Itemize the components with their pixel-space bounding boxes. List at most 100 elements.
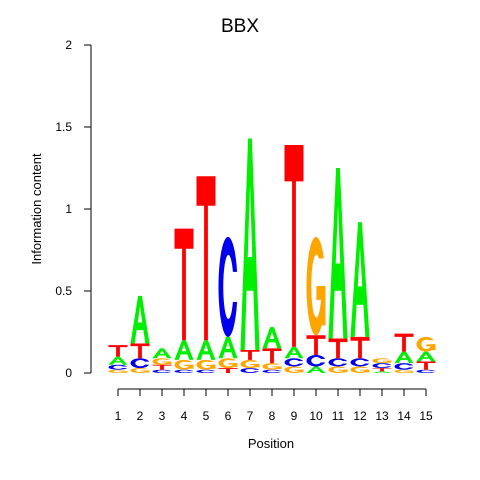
x-tick-label: 9 [291, 409, 298, 423]
letter-C [108, 364, 129, 370]
y-tick-label: 1.5 [55, 120, 72, 134]
letter-C [240, 368, 261, 373]
letter-A [262, 327, 282, 349]
letter-T [350, 336, 370, 359]
letter-C [350, 358, 371, 367]
letter-T [152, 364, 172, 370]
y-tick-label: 2 [65, 38, 72, 52]
letter-G [218, 358, 239, 369]
letter-C [196, 369, 217, 373]
logo-column [350, 222, 371, 373]
letter-A [416, 351, 436, 362]
letter-A [108, 356, 128, 365]
letter-T [130, 343, 150, 359]
letter-A [328, 168, 348, 339]
letter-C [130, 358, 151, 369]
x-tick-label: 10 [309, 409, 323, 423]
letter-A [394, 351, 414, 364]
x-tick-label: 2 [137, 409, 144, 423]
letter-G [394, 369, 415, 373]
letter-T [108, 345, 128, 357]
x-tick-label: 14 [397, 409, 411, 423]
letter-T [262, 348, 282, 364]
letter-T [372, 368, 392, 372]
logo-column [218, 236, 239, 373]
logo-column [174, 228, 195, 373]
letter-A [130, 295, 150, 344]
logo-column [240, 138, 261, 373]
letter-C [416, 369, 437, 373]
letter-T [394, 333, 414, 352]
letter-C [372, 363, 393, 369]
letter-T [196, 176, 216, 341]
letter-T [306, 335, 326, 355]
letter-A [240, 138, 260, 351]
letter-C [218, 236, 239, 337]
letter-G [240, 359, 261, 369]
x-axis-label: Position [248, 436, 294, 451]
letter-G [152, 358, 173, 365]
letter-G [284, 366, 305, 373]
logo-column [328, 168, 349, 373]
x-axis: 1 2 3 4 5 6 7 8 9 10 11 12 13 14 15 [115, 388, 433, 423]
letter-T [284, 145, 304, 347]
x-tick-label: 11 [332, 409, 345, 423]
letter-A [306, 366, 326, 373]
logo-column [130, 295, 151, 373]
letter-T [328, 338, 348, 359]
letter-C [328, 358, 349, 367]
y-tick-label: 1 [65, 202, 72, 216]
letter-C [174, 369, 195, 373]
logo-column [108, 345, 129, 373]
logo-column [372, 358, 393, 373]
logo-column [284, 145, 305, 373]
logo-column [262, 327, 283, 373]
letter-A [284, 346, 304, 359]
letter-C [262, 369, 283, 373]
logo-column [416, 336, 437, 373]
letter-G [350, 366, 371, 373]
x-tick-label: 15 [419, 409, 433, 423]
x-tick-label: 8 [269, 409, 276, 423]
chart-title: BBX [221, 16, 259, 37]
letter-T [174, 228, 194, 341]
letter-G [262, 363, 283, 370]
letter-A [372, 371, 392, 373]
letter-T [240, 350, 260, 360]
x-tick-label: 12 [353, 409, 367, 423]
letter-A [350, 222, 370, 337]
letter-G [416, 336, 437, 352]
logo-column [152, 348, 173, 373]
y-axis: 0 0.5 1 1.5 2 [55, 38, 92, 380]
letter-A [196, 340, 216, 360]
letter-G [196, 359, 217, 370]
letter-G [108, 369, 129, 373]
letter-A [218, 336, 238, 359]
x-tick-label: 6 [225, 409, 232, 423]
letter-stacks [108, 138, 437, 373]
y-tick-label: 0.5 [55, 284, 72, 298]
letter-C [394, 363, 415, 370]
letter-G [328, 366, 349, 373]
x-tick-label: 7 [247, 409, 254, 423]
letter-G [306, 236, 327, 336]
x-tick-label: 13 [375, 409, 389, 423]
letter-G [174, 359, 195, 370]
x-tick-label: 1 [115, 409, 122, 423]
logo-column [196, 176, 217, 373]
letter-C [306, 354, 327, 367]
logo-column [394, 333, 415, 373]
letter-G [130, 368, 151, 373]
x-tick-label: 5 [203, 409, 210, 423]
x-tick-label: 3 [159, 409, 166, 423]
y-tick-label: 0 [65, 366, 72, 380]
letter-T [416, 361, 436, 370]
letter-A [152, 348, 172, 359]
logo-column [306, 236, 327, 373]
letter-C [152, 369, 173, 373]
letter-T [218, 368, 238, 373]
letter-A [174, 340, 194, 360]
letter-C [284, 358, 305, 367]
letter-G [372, 358, 393, 364]
